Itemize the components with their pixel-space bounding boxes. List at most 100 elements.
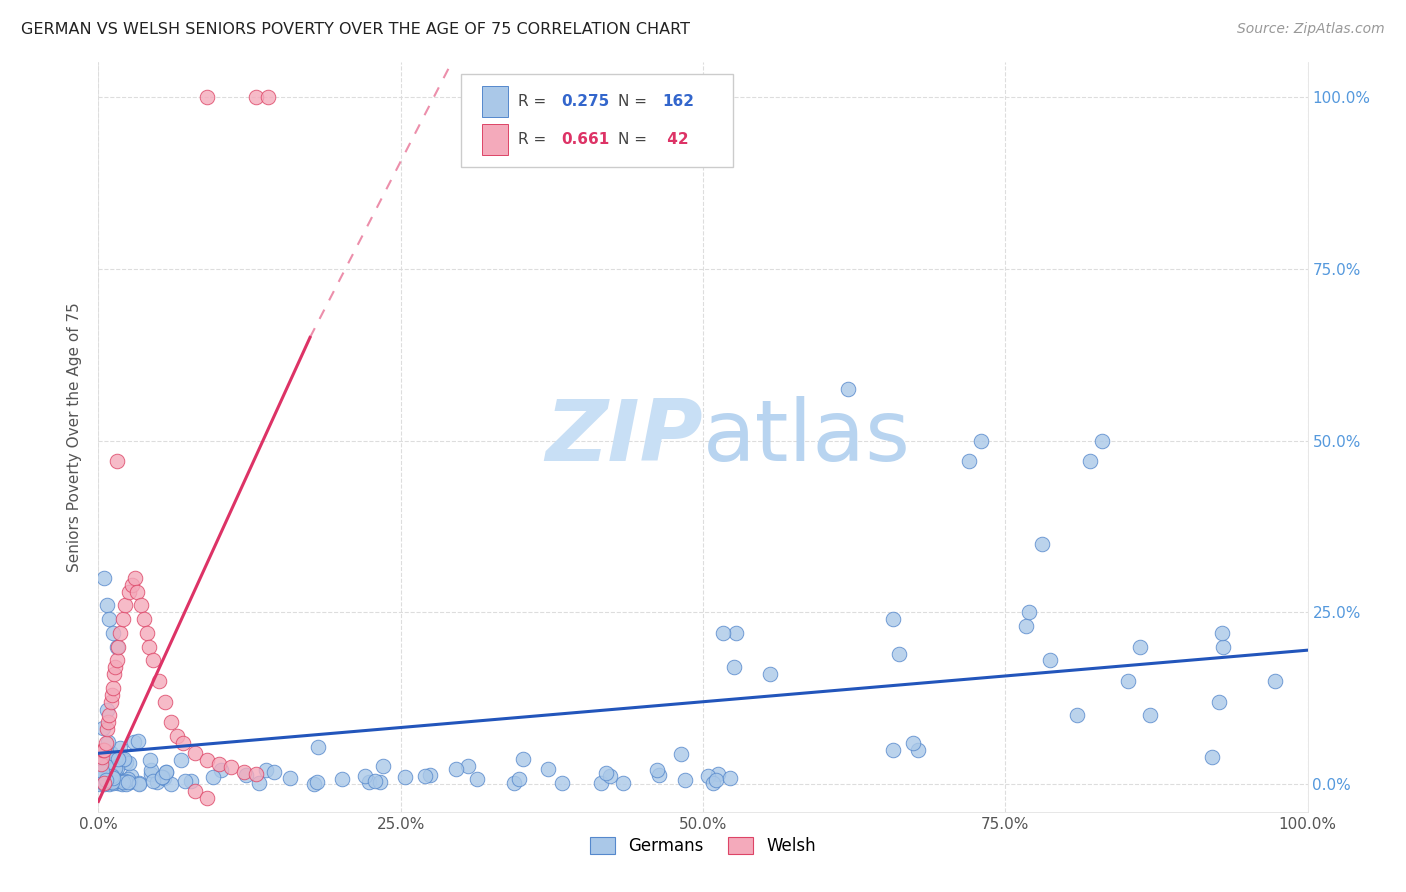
Point <box>142 774 165 789</box>
Point <box>155 765 177 780</box>
Point <box>160 776 183 790</box>
Point <box>97 776 120 790</box>
Point <box>363 774 385 789</box>
Point <box>209 763 232 777</box>
Point <box>93 768 115 782</box>
Point <box>166 729 188 743</box>
Point <box>124 571 146 585</box>
Point <box>180 774 202 789</box>
Point <box>837 382 859 396</box>
Point <box>98 708 121 723</box>
Point <box>100 695 122 709</box>
Point <box>707 767 730 781</box>
Point <box>111 774 134 789</box>
Point <box>121 578 143 592</box>
Point <box>90 766 112 780</box>
Point <box>112 752 135 766</box>
Point <box>184 784 207 798</box>
Point <box>1264 674 1286 689</box>
Point <box>160 715 183 730</box>
Point <box>129 599 152 613</box>
Point <box>112 774 135 789</box>
Point <box>307 740 329 755</box>
Point <box>96 772 118 787</box>
Point <box>152 771 174 785</box>
Point <box>371 759 394 773</box>
Point <box>697 769 720 783</box>
Point <box>135 626 157 640</box>
Point <box>512 751 534 765</box>
Point <box>111 776 134 790</box>
Point <box>100 688 122 702</box>
Point <box>93 743 115 757</box>
Point <box>96 599 118 613</box>
Point <box>537 762 560 776</box>
Point <box>94 772 117 787</box>
Point <box>457 758 479 772</box>
Point <box>232 764 254 779</box>
Point <box>115 755 138 769</box>
Point <box>901 736 924 750</box>
Point <box>201 770 224 784</box>
Point <box>103 773 125 788</box>
Point <box>96 772 118 787</box>
Point <box>1139 708 1161 723</box>
Point <box>105 761 128 775</box>
Point <box>172 736 194 750</box>
Point <box>503 776 526 790</box>
Point <box>127 734 149 748</box>
Point <box>465 772 488 786</box>
Point <box>1015 619 1038 633</box>
Point <box>702 776 724 790</box>
Point <box>101 681 124 695</box>
Point <box>718 771 741 785</box>
Text: R =: R = <box>517 132 551 147</box>
Point <box>368 775 391 789</box>
Point <box>107 776 129 790</box>
Point <box>245 767 267 781</box>
Point <box>150 770 173 784</box>
Point <box>97 764 120 779</box>
Point <box>120 775 142 789</box>
Point <box>101 769 124 783</box>
Point <box>195 753 218 767</box>
Point <box>759 667 782 681</box>
Point <box>90 757 112 772</box>
Point <box>394 770 416 784</box>
Point <box>101 774 124 789</box>
Point <box>648 768 671 782</box>
Point <box>907 743 929 757</box>
Point <box>145 774 167 789</box>
Point <box>96 703 118 717</box>
Point <box>444 762 467 776</box>
Point <box>96 723 118 737</box>
Point <box>673 772 696 787</box>
Point <box>1078 454 1101 468</box>
Point <box>155 765 177 780</box>
Text: R =: R = <box>517 94 551 109</box>
Point <box>93 776 115 790</box>
FancyBboxPatch shape <box>461 74 734 168</box>
Point <box>98 768 121 782</box>
Point <box>138 640 160 654</box>
Point <box>1039 653 1062 667</box>
Point <box>117 775 139 789</box>
Text: GERMAN VS WELSH SENIORS POVERTY OVER THE AGE OF 75 CORRELATION CHART: GERMAN VS WELSH SENIORS POVERTY OVER THE… <box>21 22 690 37</box>
Point <box>139 767 162 781</box>
Point <box>114 774 136 789</box>
Point <box>101 769 124 783</box>
Point <box>103 768 125 782</box>
Text: 42: 42 <box>662 132 689 147</box>
Point <box>105 653 128 667</box>
Text: 0.275: 0.275 <box>561 94 610 109</box>
Point <box>1116 674 1139 689</box>
Point <box>91 722 114 736</box>
Point <box>704 772 727 787</box>
Point <box>1129 640 1152 654</box>
FancyBboxPatch shape <box>482 86 509 117</box>
Point <box>235 767 257 781</box>
Point <box>139 764 162 778</box>
Point <box>1212 640 1234 654</box>
Point <box>94 744 117 758</box>
Point <box>89 758 111 772</box>
